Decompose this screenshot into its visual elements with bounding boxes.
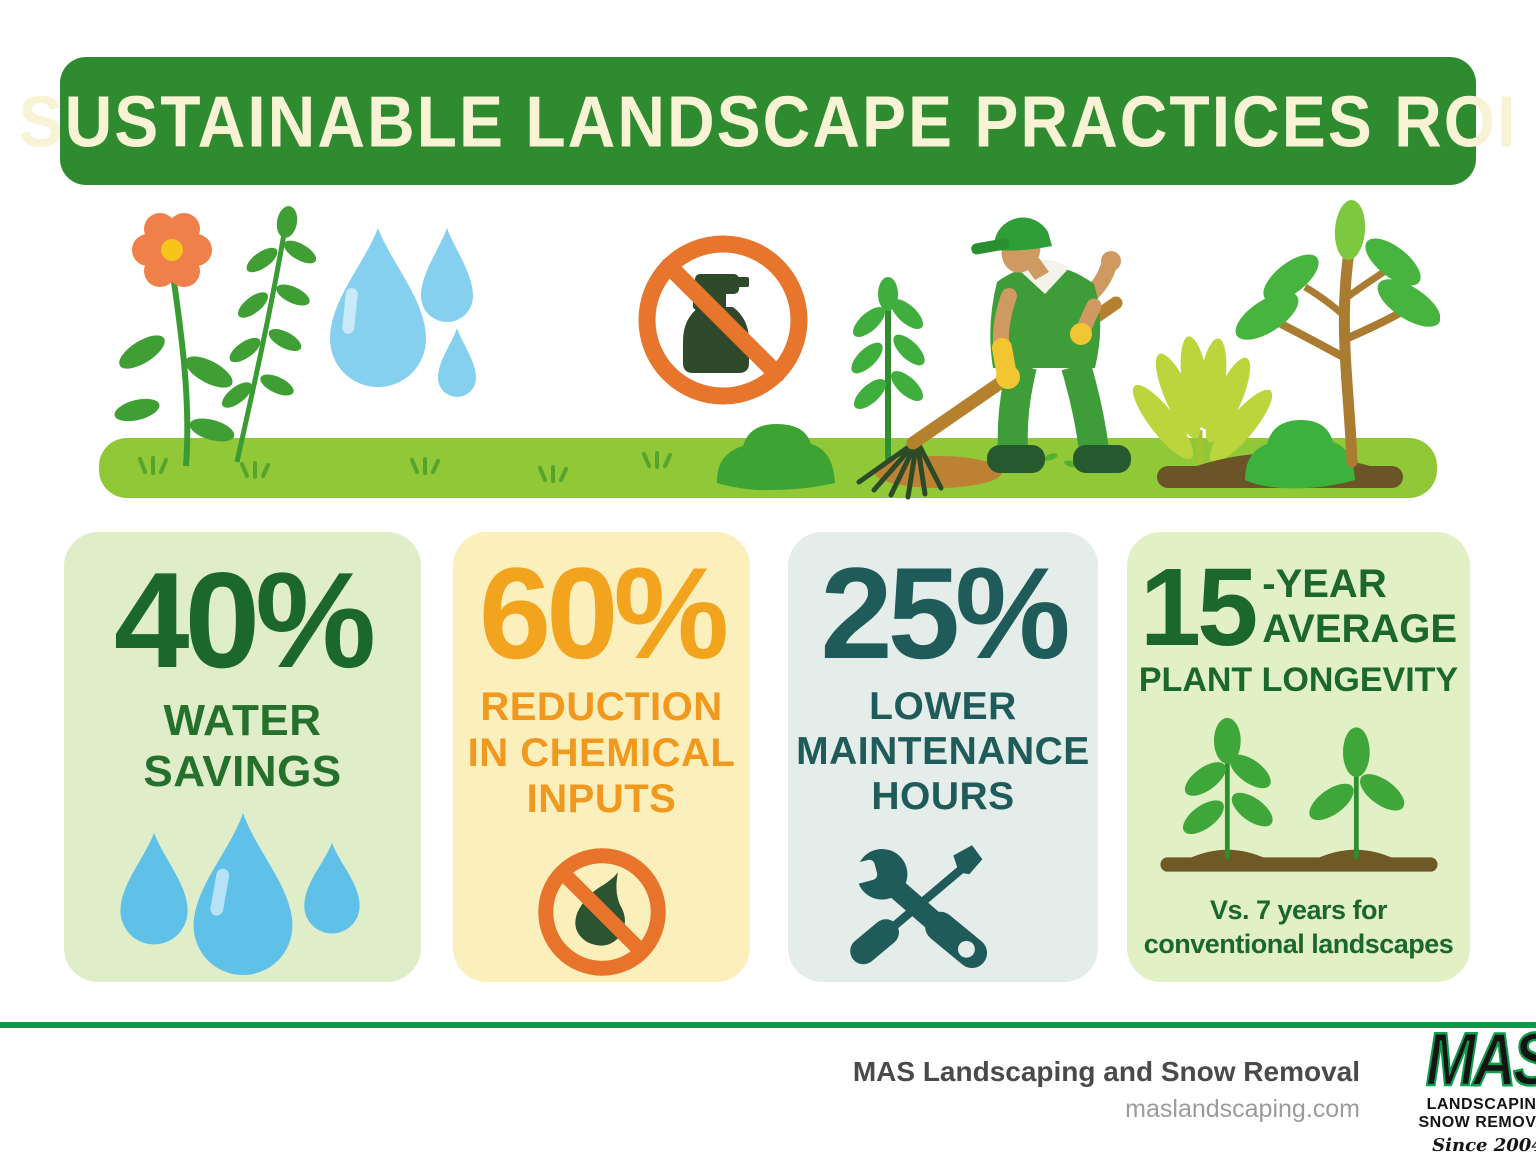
gardener-illustration	[971, 217, 1131, 473]
logo-wordmark: MAS	[1425, 1017, 1536, 1101]
seedlings-icon	[1159, 718, 1438, 873]
page-title: SUSTAINABLE LANDSCAPE PRACTICES ROI	[18, 80, 1518, 162]
bush-icon	[716, 424, 835, 491]
stat-card-chemical-reduction: 60% REDUCTION IN CHEMICAL INPUTS	[453, 532, 750, 982]
stat-footnote: Vs. 7 years for conventional landscapes	[1143, 895, 1454, 960]
wrench-screwdriver-icon	[838, 845, 988, 969]
footer-divider	[0, 1022, 1536, 1028]
young-tree-icon	[1235, 200, 1440, 468]
stat-card-water-savings: 40% WATER SAVINGS	[64, 532, 421, 982]
stat-label: LOWER MAINTENANCE HOURS	[796, 684, 1090, 818]
stat-card-plant-longevity: 15 -YEAR AVERAGE PLANT LONGEVITY	[1127, 532, 1470, 982]
fern-icon	[1132, 336, 1273, 468]
water-drops-illustration	[330, 228, 476, 397]
logo-line-snow-removal: SNOW REMOVAL	[1418, 1114, 1536, 1132]
footer-text: MAS Landscaping and Snow Removal masland…	[853, 1056, 1360, 1124]
stat-value: 25%	[820, 540, 1070, 686]
no-chemicals-icon	[537, 847, 666, 976]
bush-right-icon	[1245, 420, 1355, 489]
garden-illustration	[99, 200, 1440, 500]
logo-since: Since 2004	[1432, 1134, 1536, 1154]
water-drops-icon	[119, 813, 360, 976]
stat-value: 40%	[113, 544, 376, 696]
stat-card-maintenance: 25% LOWER MAINTENANCE HOURS	[788, 532, 1098, 982]
branch-icon	[221, 206, 317, 463]
website-url: maslandscaping.com	[1125, 1095, 1360, 1123]
stat-label: PLANT LONGEVITY	[1138, 661, 1459, 699]
logo-line-landscaping: LANDSCAPING	[1426, 1096, 1536, 1113]
sapling-icon	[851, 277, 925, 461]
stat-label: REDUCTION IN CHEMICAL INPUTS	[467, 684, 736, 822]
stat-value-row: 15 -YEAR AVERAGE	[1127, 546, 1470, 669]
company-logo: MAS LANDSCAPING SNOW REMOVAL Since 2004	[1408, 1020, 1536, 1154]
title-banner: SUSTAINABLE LANDSCAPE PRACTICES ROI	[19, 57, 1515, 185]
company-name: MAS Landscaping and Snow Removal	[852, 1056, 1360, 1087]
stat-label: WATER SAVINGS	[143, 696, 342, 797]
no-spray-sign-icon	[638, 235, 808, 405]
stat-value: 15	[1139, 546, 1258, 669]
stat-value: 60%	[478, 540, 729, 686]
flower-icon	[114, 213, 235, 467]
stat-value-suffix: -YEAR AVERAGE	[1262, 562, 1458, 651]
